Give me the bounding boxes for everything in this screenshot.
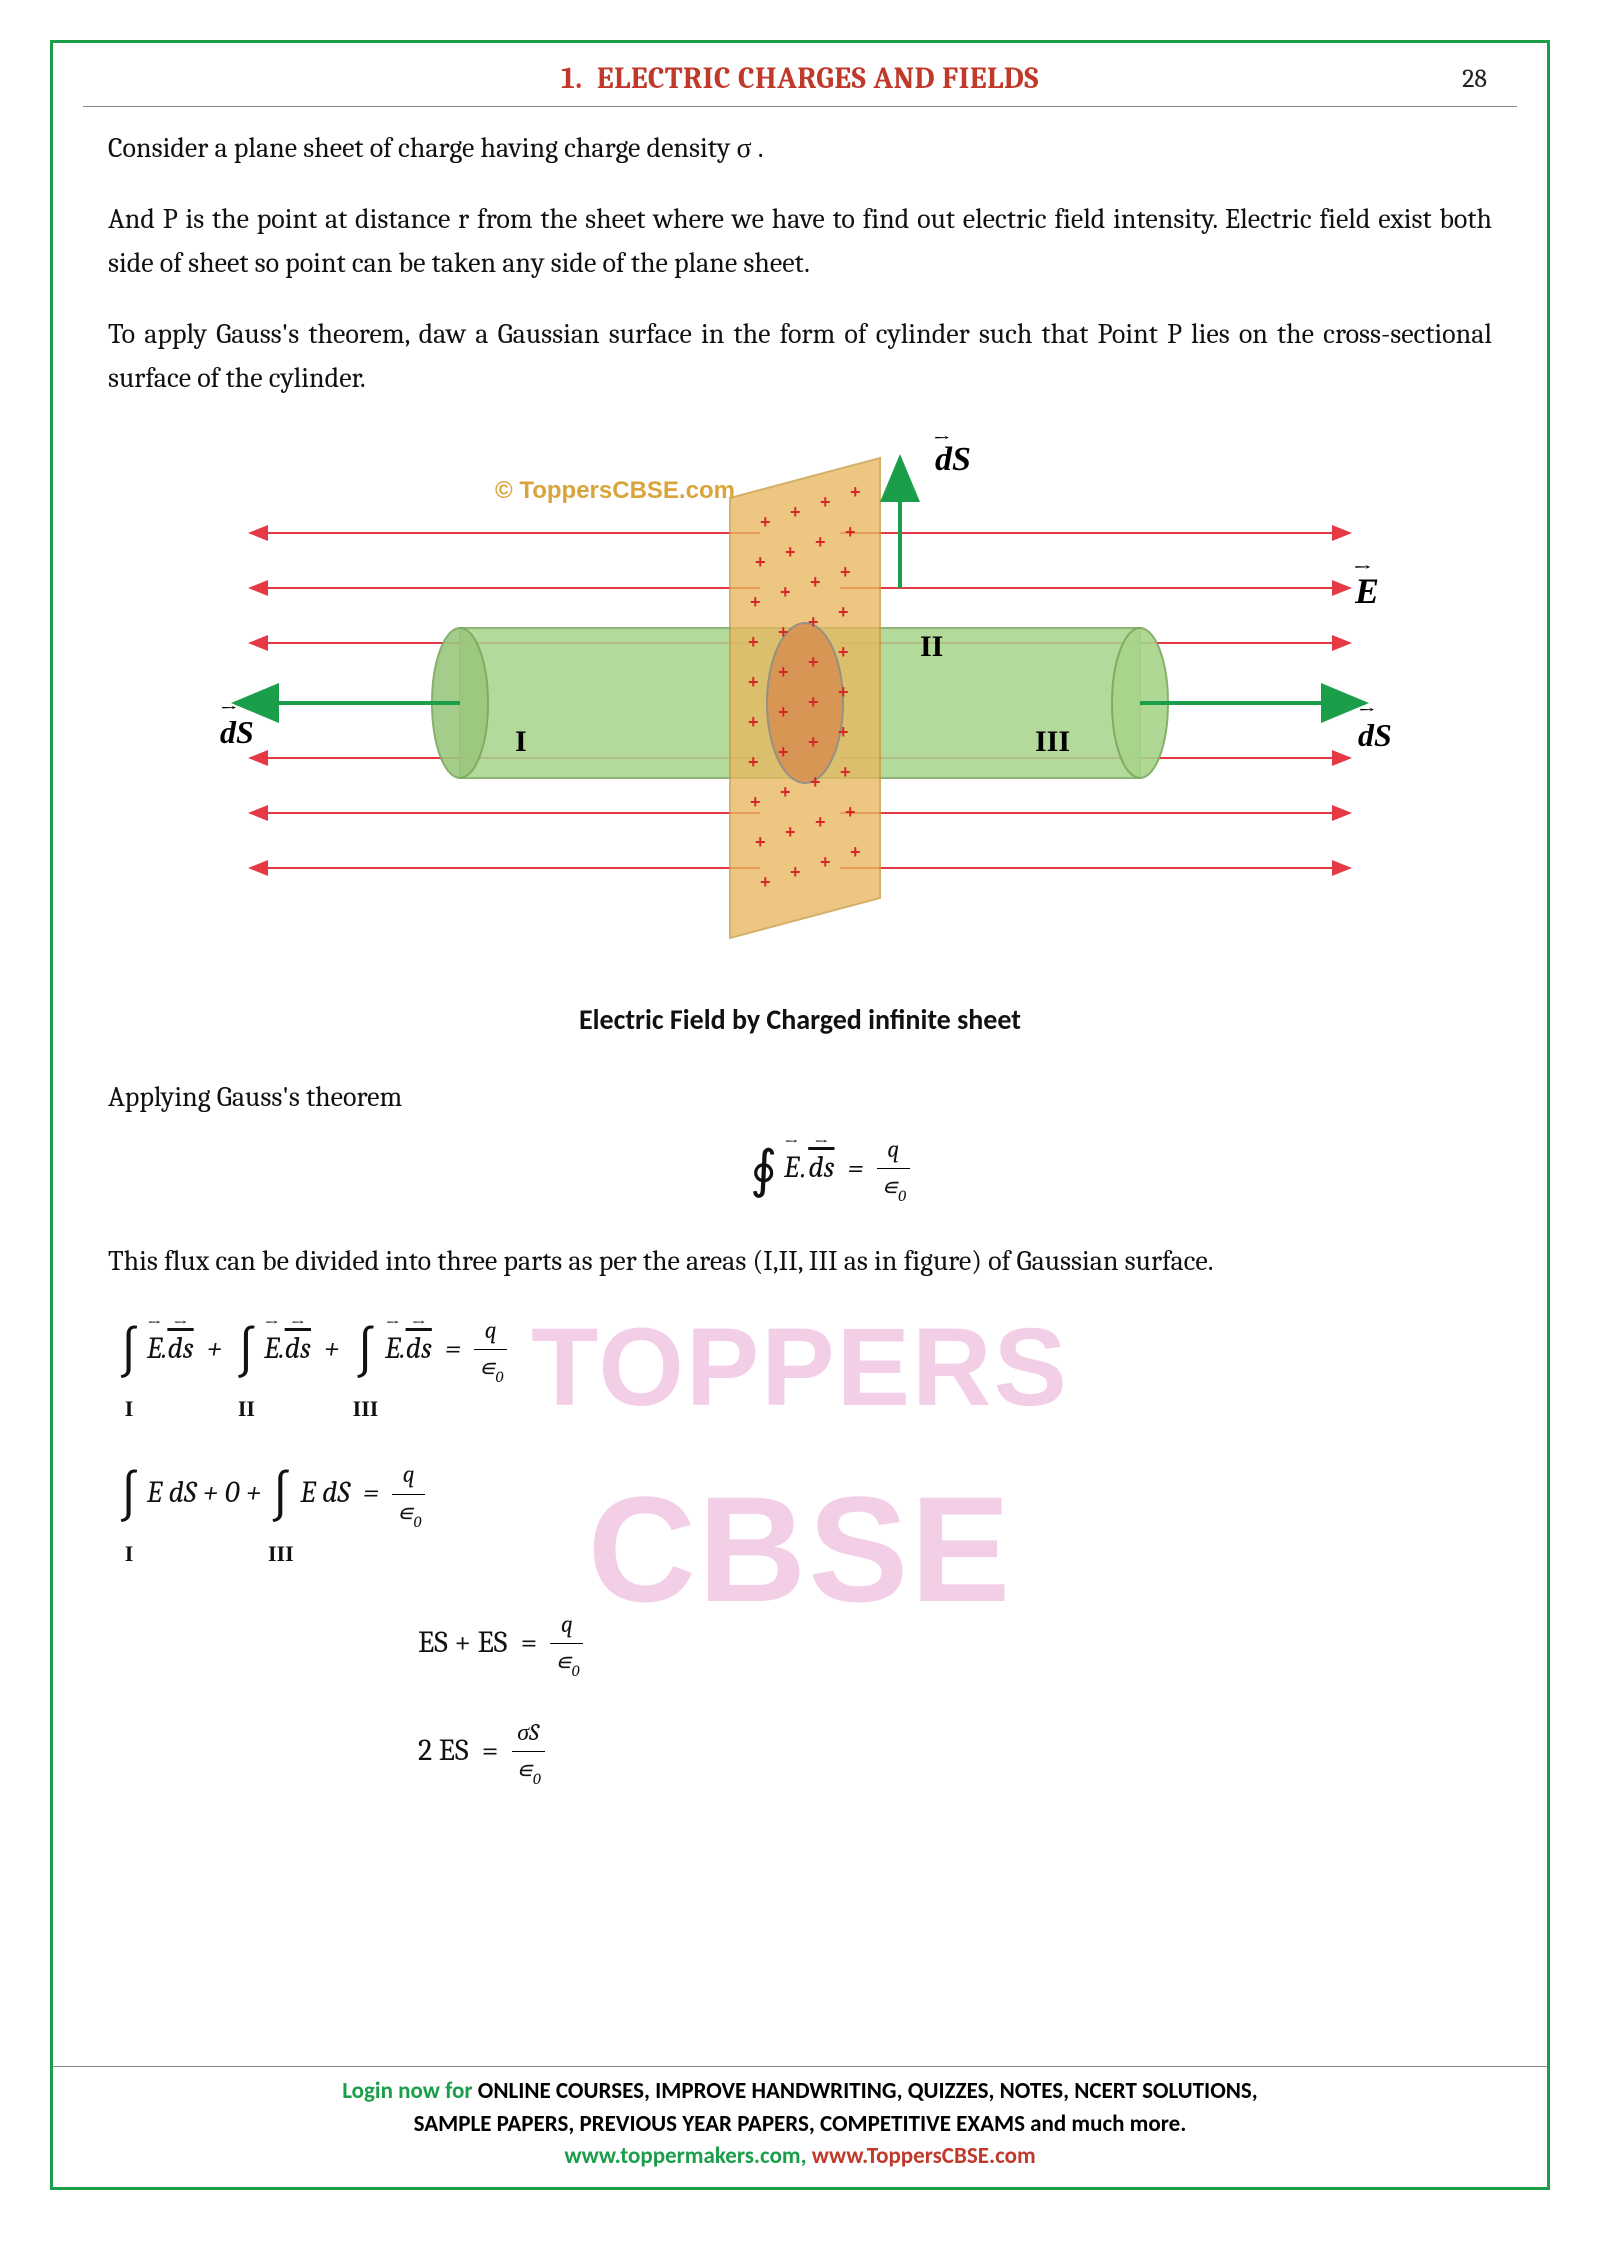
svg-text:+: + xyxy=(780,782,791,802)
equation-es-sum: ES + ES = q∊0 xyxy=(108,1606,1492,1684)
eq5-lhs: 2 ES xyxy=(418,1733,469,1768)
chapter-number: 1. xyxy=(561,61,583,96)
paragraph-1: Consider a plane sheet of charge having … xyxy=(108,127,1492,170)
svg-text:© ToppersCBSE.com: © ToppersCBSE.com xyxy=(495,477,735,504)
svg-text:+: + xyxy=(778,702,789,722)
svg-text:+: + xyxy=(840,762,851,782)
footer-text-2: SAMPLE PAPERS, PREVIOUS YEAR PAPERS, COM… xyxy=(414,2110,1187,2138)
svg-text:→: → xyxy=(220,696,237,722)
svg-text:+: + xyxy=(845,522,856,542)
svg-text:+: + xyxy=(778,742,789,762)
svg-text:+: + xyxy=(748,672,759,692)
chapter-title-text: ELECTRIC CHARGES AND FIELDS xyxy=(597,61,1039,96)
svg-text:+: + xyxy=(845,802,856,822)
svg-text:+: + xyxy=(790,502,801,522)
svg-text:+: + xyxy=(760,872,771,892)
eq5-num: σS xyxy=(512,1714,545,1752)
footer-url-1[interactable]: www.toppermakers.com, xyxy=(564,2142,806,2170)
svg-text:+: + xyxy=(850,842,861,862)
svg-text:→: → xyxy=(933,428,950,452)
svg-text:+: + xyxy=(808,732,819,752)
svg-text:+: + xyxy=(850,482,861,502)
svg-text:+: + xyxy=(750,592,761,612)
paragraph-3: To apply Gauss's theorem, daw a Gaussian… xyxy=(108,313,1492,400)
footer-text-1: ONLINE COURSES, IMPROVE HANDWRITING, QUI… xyxy=(473,2077,1258,2105)
footer-url-2[interactable]: www.ToppersCBSE.com xyxy=(807,2142,1036,2170)
svg-text:+: + xyxy=(840,562,851,582)
equation-flux-simplified: ∫I E dS + 0 + ∫III E dS = q∊0 xyxy=(118,1456,1492,1571)
page-footer: Login now for ONLINE COURSES, IMPROVE HA… xyxy=(53,2066,1547,2187)
svg-text:+: + xyxy=(838,682,849,702)
svg-text:+: + xyxy=(838,722,849,742)
page-border: 1. ELECTRIC CHARGES AND FIELDS 28 Consid… xyxy=(50,40,1550,2190)
svg-text:+: + xyxy=(748,752,759,772)
svg-text:+: + xyxy=(838,602,849,622)
eq4-lhs: ES + ES xyxy=(418,1625,507,1660)
svg-text:+: + xyxy=(810,572,821,592)
svg-text:+: + xyxy=(778,662,789,682)
svg-text:+: + xyxy=(815,532,826,552)
svg-text:+: + xyxy=(785,542,796,562)
svg-text:+: + xyxy=(760,512,771,532)
svg-text:+: + xyxy=(748,712,759,732)
svg-text:+: + xyxy=(808,652,819,672)
svg-text:+: + xyxy=(815,812,826,832)
paragraph-4: Applying Gauss's theorem xyxy=(108,1076,1492,1119)
svg-text:→: → xyxy=(1358,698,1375,724)
svg-text:+: + xyxy=(810,772,821,792)
paragraph-2: And P is the point at distance r from th… xyxy=(108,198,1492,285)
svg-text:+: + xyxy=(820,852,831,872)
svg-text:I: I xyxy=(515,725,527,758)
svg-text:+: + xyxy=(755,552,766,572)
eq3-mid: + 0 + xyxy=(203,1475,268,1510)
svg-text:+: + xyxy=(808,612,819,632)
equation-flux-sum: ∫I E→.ds→ + ∫II E→.ds→ + ∫III E→.ds→ = q… xyxy=(118,1312,1492,1427)
svg-text:+: + xyxy=(820,492,831,512)
svg-text:II: II xyxy=(920,630,943,663)
svg-text:→: → xyxy=(1353,554,1372,582)
page-number: 28 xyxy=(1462,64,1487,94)
svg-text:+: + xyxy=(838,642,849,662)
footer-login-label: Login now for xyxy=(342,2077,472,2105)
svg-text:III: III xyxy=(1035,725,1070,758)
diagram-container: ++++ ++++ ++++ ++++ ++++ ++++ ++++ ++++ … xyxy=(108,428,1492,988)
svg-text:+: + xyxy=(780,582,791,602)
svg-text:+: + xyxy=(750,792,761,812)
svg-text:+: + xyxy=(755,832,766,852)
svg-text:+: + xyxy=(748,632,759,652)
page-header: 1. ELECTRIC CHARGES AND FIELDS 28 xyxy=(53,43,1547,106)
paragraph-5: This flux can be divided into three part… xyxy=(108,1240,1492,1283)
svg-text:+: + xyxy=(808,692,819,712)
equation-final: 2 ES = σS∊0 xyxy=(108,1714,1492,1792)
diagram-caption: Electric Field by Charged infinite sheet xyxy=(108,998,1492,1041)
svg-text:+: + xyxy=(778,622,789,642)
svg-text:+: + xyxy=(790,862,801,882)
gaussian-surface-diagram: ++++ ++++ ++++ ++++ ++++ ++++ ++++ ++++ … xyxy=(200,428,1400,988)
content-area: Consider a plane sheet of charge having … xyxy=(53,107,1547,1832)
chapter-title: 1. ELECTRIC CHARGES AND FIELDS xyxy=(561,61,1039,96)
equation-gauss-theorem: ∮ E→ . ds→ = q∊0 xyxy=(108,1130,1492,1211)
svg-text:+: + xyxy=(785,822,796,842)
